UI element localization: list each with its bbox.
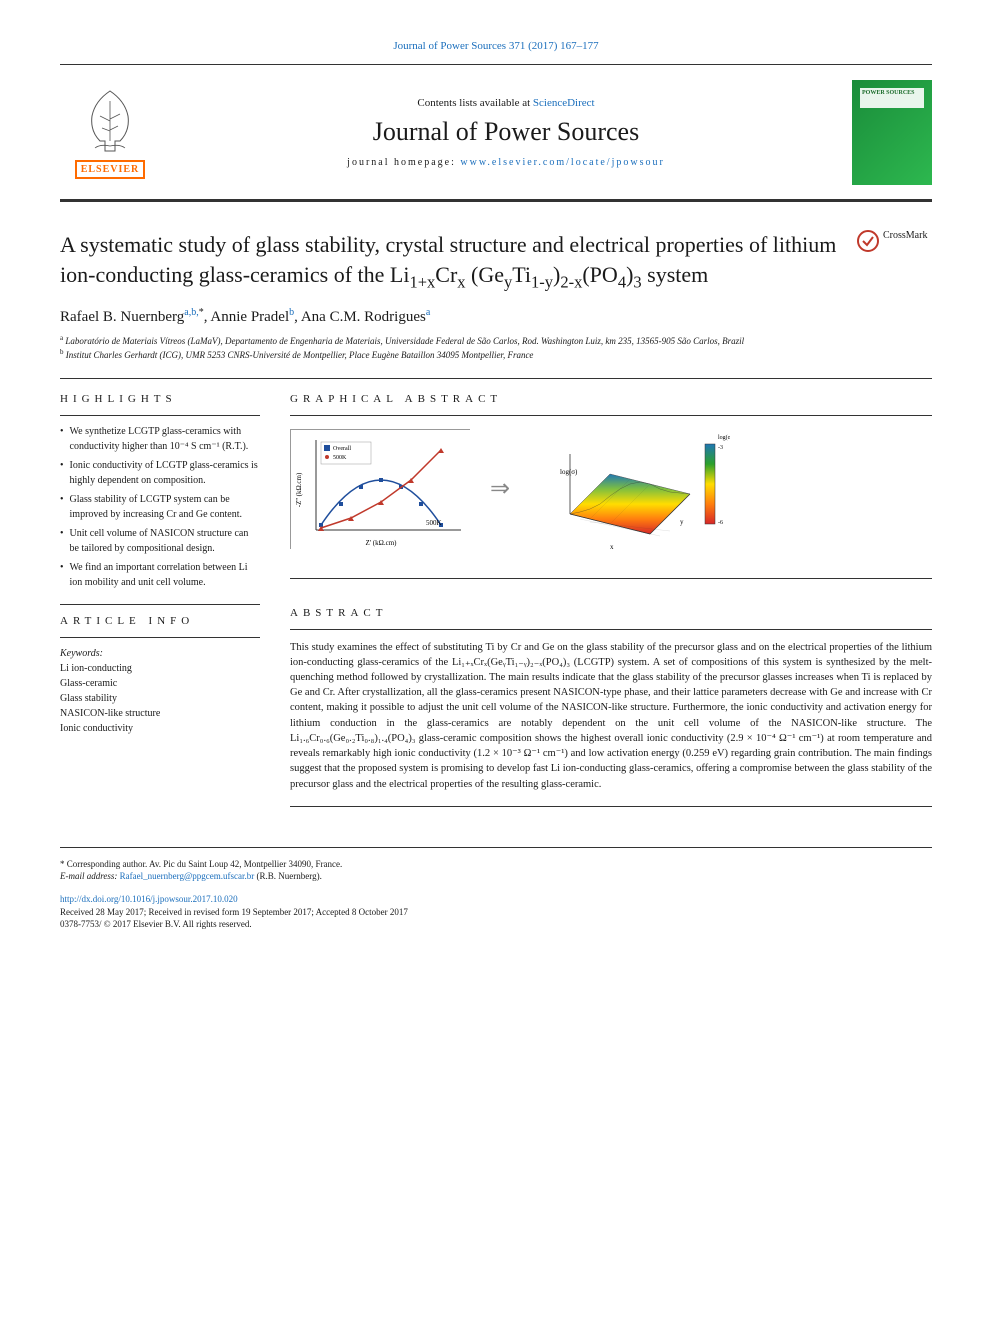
keyword-item: Glass-ceramic: [60, 676, 260, 691]
svg-text:Overall: Overall: [333, 446, 351, 452]
highlight-item: We find an important correlation between…: [60, 560, 260, 590]
footer: * Corresponding author. Av. Pic du Saint…: [60, 847, 932, 931]
keyword-item: Glass stability: [60, 691, 260, 706]
svg-text:log(σ): log(σ): [560, 468, 578, 476]
highlights-list: We synthetize LCGTP glass-ceramics with …: [60, 424, 260, 590]
svg-text:-Z'' (kΩ.cm): -Z'' (kΩ.cm): [295, 472, 303, 507]
journal-cover-thumb: POWER SOURCES: [852, 80, 932, 185]
svg-text:y: y: [680, 518, 684, 526]
keyword-item: NASICON-like structure: [60, 706, 260, 721]
svg-text:-6: -6: [718, 520, 723, 526]
abstract-text: This study examines the effect of substi…: [290, 640, 932, 792]
svg-text:500K: 500K: [426, 519, 442, 527]
abstract-heading: ABSTRACT: [290, 607, 932, 619]
email-link[interactable]: Rafael_nuernberg@ppgcem.ufscar.br: [120, 871, 255, 881]
highlight-item: Unit cell volume of NASICON structure ca…: [60, 526, 260, 556]
graphical-abstract-heading: GRAPHICAL ABSTRACT: [290, 393, 932, 405]
homepage-line: journal homepage: www.elsevier.com/locat…: [160, 157, 852, 168]
conductivity-surface-chart: log(σ) x y log(σ) -3 -6: [530, 424, 730, 554]
affiliations: a Laboratório de Materiais Vítreos (LaMa…: [60, 334, 932, 361]
elsevier-tree-icon: [80, 86, 140, 156]
elsevier-label: ELSEVIER: [75, 160, 146, 179]
doi-link[interactable]: http://dx.doi.org/10.1016/j.jpowsour.201…: [60, 894, 238, 904]
corresponding-author: * Corresponding author. Av. Pic du Saint…: [60, 858, 932, 871]
homepage-link[interactable]: www.elsevier.com/locate/jpowsour: [460, 157, 664, 168]
graphical-abstract: Z' (kΩ.cm) -Z'' (kΩ.cm) Overall 500K 500…: [290, 424, 932, 554]
svg-text:log(σ): log(σ): [718, 434, 730, 441]
svg-text:500K: 500K: [333, 455, 347, 461]
journal-name: Journal of Power Sources: [160, 117, 852, 147]
affil-link-a2[interactable]: a: [426, 307, 430, 318]
authors-line: Rafael B. Nuernberga,b,*, Annie Pradelb,…: [60, 307, 932, 326]
affil-link-a[interactable]: a,b,: [184, 307, 198, 318]
received-line: Received 28 May 2017; Received in revise…: [60, 906, 932, 919]
affil-link-b[interactable]: b: [289, 307, 294, 318]
svg-text:-3: -3: [718, 445, 723, 451]
journal-header: ELSEVIER Contents lists available at Sci…: [60, 64, 932, 202]
citation-bar: Journal of Power Sources 371 (2017) 167–…: [60, 40, 932, 52]
impedance-chart: Z' (kΩ.cm) -Z'' (kΩ.cm) Overall 500K 500…: [290, 429, 470, 549]
highlight-item: Ionic conductivity of LCGTP glass-cerami…: [60, 458, 260, 488]
elsevier-logo: ELSEVIER: [60, 77, 160, 187]
highlights-heading: HIGHLIGHTS: [60, 393, 260, 405]
crossmark-badge[interactable]: CrossMark: [857, 230, 932, 293]
email-line: E-mail address: Rafael_nuernberg@ppgcem.…: [60, 870, 932, 883]
keyword-item: Li ion-conducting: [60, 661, 260, 676]
svg-text:x: x: [610, 543, 614, 551]
contents-line: Contents lists available at ScienceDirec…: [160, 97, 852, 109]
sciencedirect-link[interactable]: ScienceDirect: [533, 97, 595, 109]
arrow-icon: ⇒: [490, 474, 510, 503]
article-info-heading: ARTICLE INFO: [60, 615, 260, 627]
highlight-item: Glass stability of LCGTP system can be i…: [60, 492, 260, 522]
crossmark-icon: [857, 230, 879, 252]
keywords-block: Keywords: Li ion-conductingGlass-ceramic…: [60, 646, 260, 736]
issn-line: 0378-7753/ © 2017 Elsevier B.V. All righ…: [60, 918, 932, 931]
citation-link[interactable]: Journal of Power Sources 371 (2017) 167–…: [393, 40, 598, 52]
keyword-item: Ionic conductivity: [60, 721, 260, 736]
svg-text:Z' (kΩ.cm): Z' (kΩ.cm): [366, 539, 398, 547]
highlight-item: We synthetize LCGTP glass-ceramics with …: [60, 424, 260, 454]
article-title: A systematic study of glass stability, c…: [60, 230, 857, 293]
